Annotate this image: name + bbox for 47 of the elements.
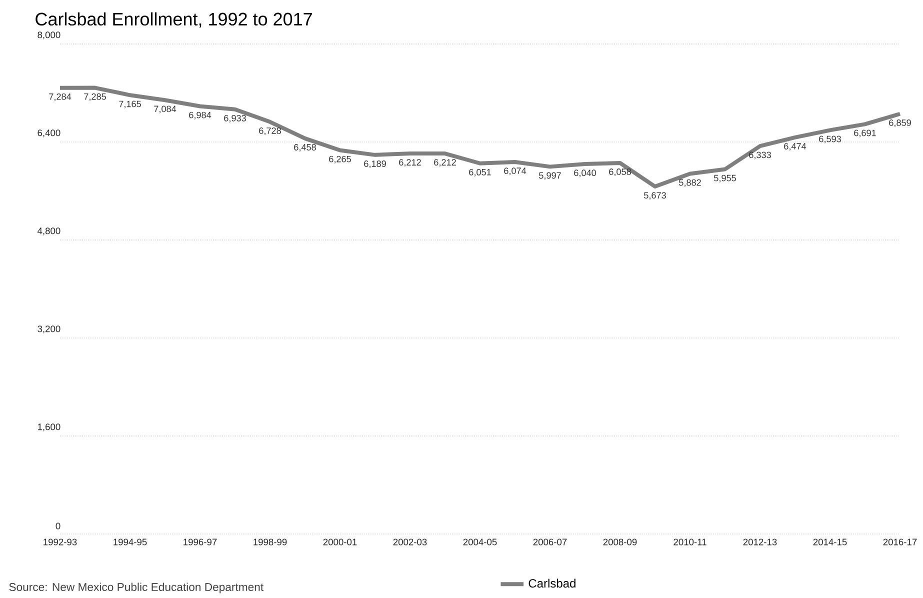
data-label: 5,997 bbox=[539, 172, 561, 180]
y-tick-label: 8,000 bbox=[38, 32, 60, 40]
x-tick-label: 2012-13 bbox=[743, 538, 777, 546]
data-label: 6,058 bbox=[609, 168, 631, 176]
data-label: 5,882 bbox=[679, 179, 701, 187]
y-tick-label: 1,600 bbox=[38, 424, 60, 432]
data-label: 6,189 bbox=[364, 160, 386, 168]
y-tick-label: 4,800 bbox=[37, 228, 60, 236]
y-tick-label: 6,400 bbox=[38, 130, 60, 138]
chart-title: Carlsbad Enrollment, 1992 to 2017 bbox=[36, 12, 312, 28]
data-label: 6,474 bbox=[784, 143, 806, 151]
data-label: 6,212 bbox=[434, 159, 456, 167]
source-note: Source: New Mexico Public Education Department bbox=[9, 582, 264, 594]
data-label: 6,691 bbox=[854, 130, 876, 138]
x-tick-label: 1996-97 bbox=[184, 538, 217, 546]
data-label: 5,673 bbox=[644, 192, 666, 200]
x-tick-label: 2014-15 bbox=[813, 538, 847, 546]
data-label: 6,265 bbox=[329, 156, 351, 164]
data-label: 7,285 bbox=[84, 94, 106, 102]
data-label: 6,040 bbox=[574, 170, 596, 178]
data-label: 5,955 bbox=[714, 174, 736, 182]
y-tick-label: 3,200 bbox=[38, 326, 60, 334]
x-tick-label: 2000-01 bbox=[323, 538, 357, 546]
data-label: 6,212 bbox=[399, 159, 421, 167]
x-tick-label: 2008-09 bbox=[603, 538, 637, 546]
x-tick-label: 1992-93 bbox=[44, 538, 77, 546]
x-tick-label: 2004-05 bbox=[463, 538, 497, 546]
x-tick-label: 2010-11 bbox=[674, 538, 706, 546]
data-label: 6,051 bbox=[469, 169, 491, 177]
data-label: 7,165 bbox=[119, 100, 141, 108]
data-label: 6,593 bbox=[819, 136, 841, 144]
data-label: 6,458 bbox=[294, 144, 316, 152]
x-tick-label: 2016-17 bbox=[883, 538, 917, 546]
data-label: 7,284 bbox=[49, 94, 72, 102]
data-label: 6,984 bbox=[189, 112, 212, 120]
data-label: 6,933 bbox=[224, 115, 246, 123]
x-tick-label: 1998-99 bbox=[254, 538, 287, 546]
x-tick-label: 2006-07 bbox=[533, 538, 567, 546]
y-tick-label: 0 bbox=[56, 522, 60, 530]
data-label: 7,084 bbox=[154, 106, 176, 114]
data-label: 6,074 bbox=[504, 168, 526, 176]
data-label: 6,333 bbox=[749, 152, 771, 160]
legend-label: Carlsbad bbox=[528, 578, 576, 588]
x-tick-label: 2002-03 bbox=[393, 538, 427, 546]
x-tick-label: 1994-95 bbox=[114, 538, 147, 546]
data-label: 6,728 bbox=[259, 128, 281, 136]
data-label: 6,859 bbox=[889, 120, 911, 128]
